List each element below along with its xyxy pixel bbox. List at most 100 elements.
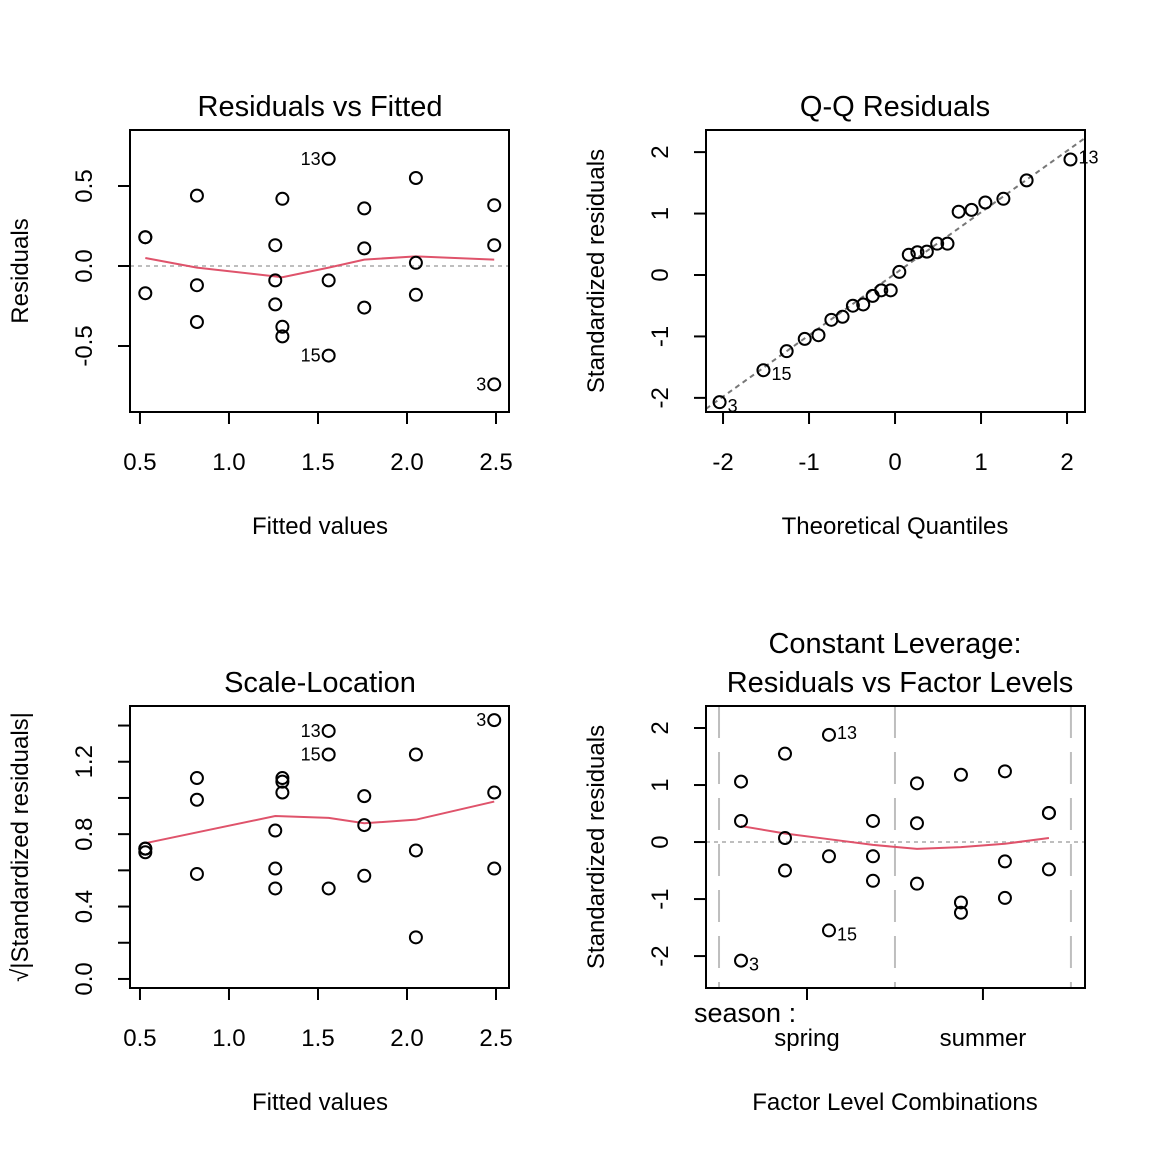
y-tick-label: 0.5 [71,169,98,202]
y-tick-label: 0 [647,268,674,281]
y-tick-label: -0.5 [71,325,98,366]
data-point [779,344,794,359]
data-point [821,849,836,864]
point-label: 3 [728,396,738,416]
data-point [845,298,860,313]
data-point [357,868,372,883]
data-point [930,236,945,251]
y-axis-label: Residuals [7,218,34,323]
data-point [919,244,934,259]
y-tick-label: -1 [647,888,674,909]
data-point [909,876,924,891]
data-point [856,297,871,312]
data-point [778,831,793,846]
data-point [321,348,336,363]
data-point [712,395,727,410]
y-axis-label: √|Standardized residuals| [7,712,34,982]
data-point [909,776,924,791]
y-tick-label: 1 [647,778,674,791]
y-tick-label: 1 [647,207,674,220]
data-point [821,923,836,938]
data-point [996,191,1011,206]
data-point [321,151,336,166]
data-point [138,286,153,301]
data-point [821,727,836,742]
data-point [408,255,423,270]
data-point [138,845,153,860]
data-point [408,287,423,302]
x-tick-label: -1 [798,449,819,476]
x-tick-label: 0 [888,449,901,476]
data-point [138,841,153,856]
x-tick-label: spring [774,1025,839,1052]
data-point [940,236,955,251]
data-point [865,813,880,828]
y-tick-label: 0.0 [71,249,98,282]
data-point [357,241,372,256]
x-axis-label: Factor Level Combinations [752,1089,1037,1116]
y-tick-label: 2 [647,145,674,158]
chart-title: Residuals vs Fitted [198,91,443,123]
factor-name-label: season : [694,998,796,1028]
y-tick-label: -1 [647,326,674,347]
data-point [734,953,749,968]
x-tick-label: 1.0 [212,449,245,476]
data-point [909,816,924,831]
data-point [189,771,204,786]
data-point [321,747,336,762]
y-tick-label: -2 [647,945,674,966]
data-point [997,890,1012,905]
data-point [835,309,850,324]
point-label: 15 [301,346,321,366]
chart-subtitle: Residuals vs Factor Levels [727,667,1074,699]
point-label: 15 [771,364,791,384]
data-point [487,785,502,800]
x-axis-label: Fitted values [252,1089,388,1116]
x-tick-label: 1.5 [301,449,334,476]
data-point [268,297,283,312]
chart-title: Constant Leverage: [768,628,1021,660]
data-point [268,861,283,876]
data-point [275,774,290,789]
data-point [275,771,290,786]
data-point [189,866,204,881]
data-point [951,204,966,219]
x-tick-label: 2.5 [479,449,512,476]
data-point [321,273,336,288]
point-label: 13 [301,721,321,741]
panel-qq-residuals: Q-Q Residuals Theoretical Quantiles Stan… [583,91,1098,540]
data-point [811,328,826,343]
data-point [734,813,749,828]
data-point [874,283,889,298]
data-point [189,315,204,329]
y-tick-label: -2 [647,387,674,408]
data-point [901,247,916,262]
data-point [275,191,290,206]
data-point [910,245,925,260]
data-point [189,188,204,203]
data-point [953,905,968,920]
data-point [953,767,968,782]
y-axis-label: Standardized residuals [583,725,610,969]
x-tick-label: 1 [974,449,987,476]
point-label: 15 [837,924,857,944]
data-point [487,198,502,213]
x-tick-label: 2.5 [479,1025,512,1052]
data-point [189,792,204,807]
data-point [953,895,968,910]
data-point [189,278,204,293]
chart-title: Scale-Location [224,667,416,699]
y-tick-label: 0.4 [71,890,98,923]
data-point [275,785,290,800]
x-tick-label: 2.0 [390,1025,423,1052]
data-point [357,789,372,804]
data-point [268,238,283,253]
y-axis-label: Standardized residuals [583,149,610,393]
data-point [997,764,1012,779]
data-point [892,264,907,279]
data-point [487,861,502,876]
x-tick-label: 2 [1060,449,1073,476]
data-point [408,747,423,762]
plot-area [706,706,1085,988]
